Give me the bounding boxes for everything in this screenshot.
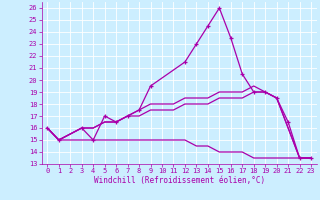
X-axis label: Windchill (Refroidissement éolien,°C): Windchill (Refroidissement éolien,°C): [94, 176, 265, 185]
